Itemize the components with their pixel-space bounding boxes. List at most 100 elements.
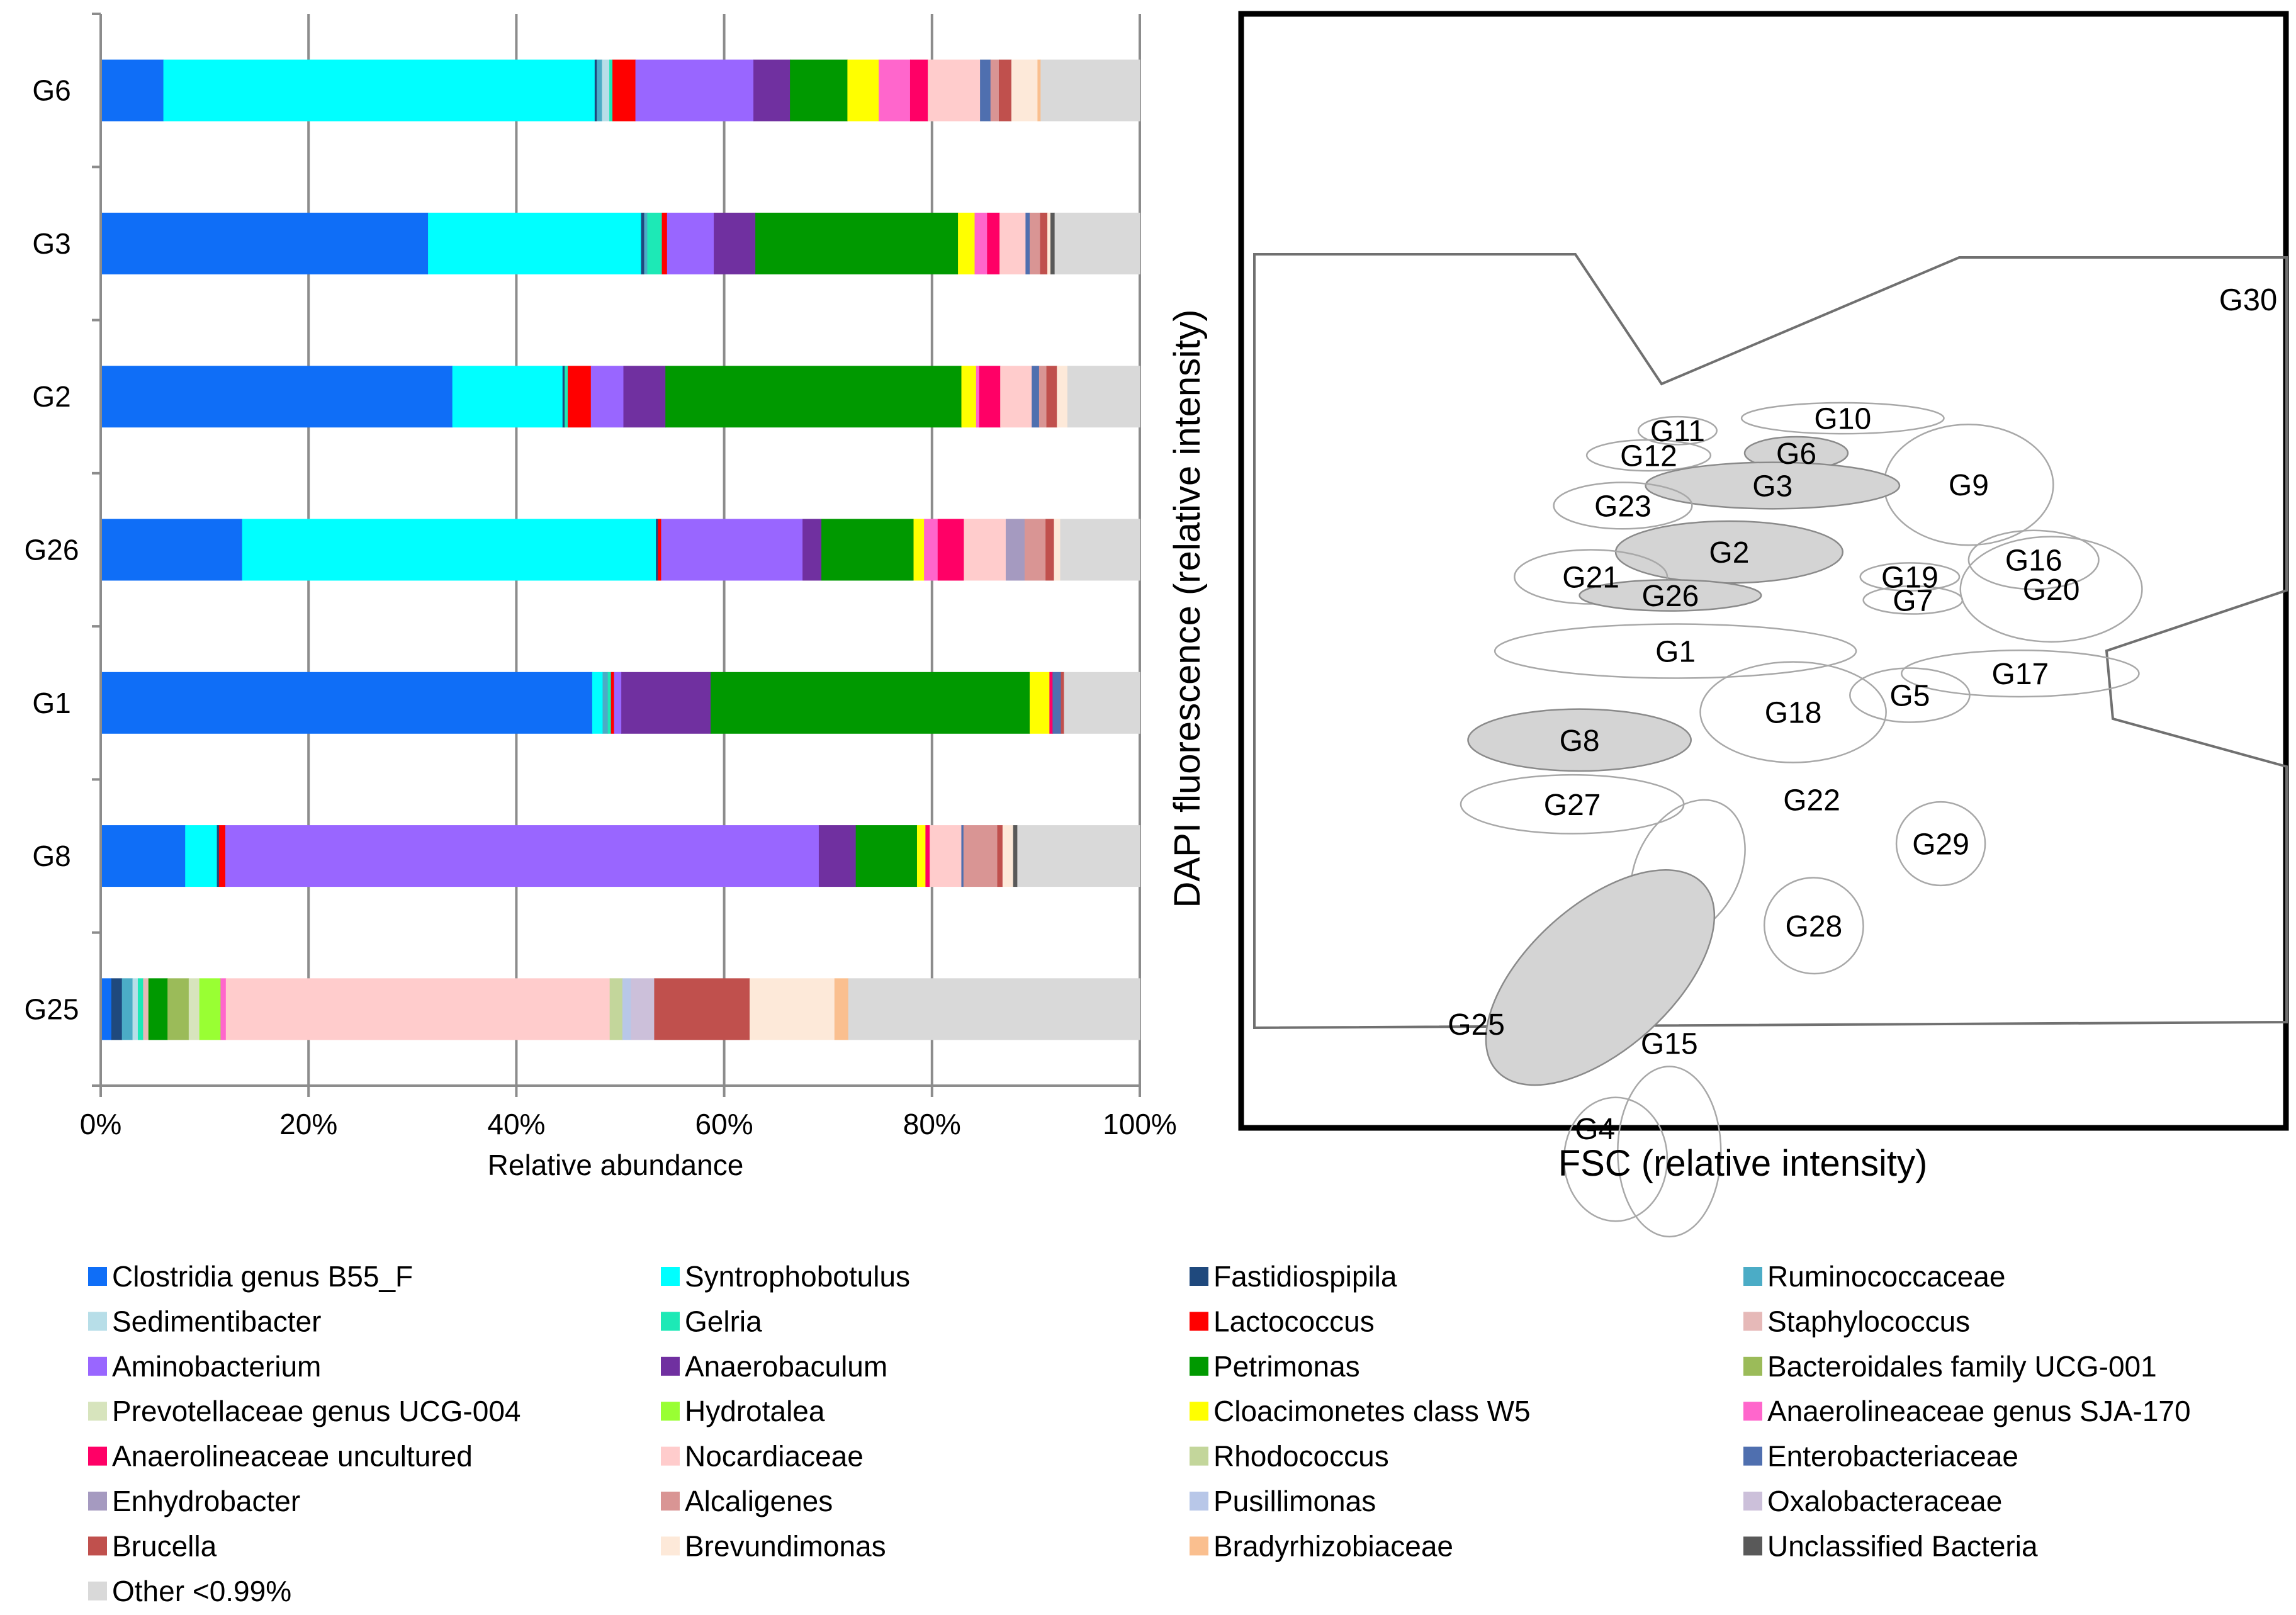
x-tick-label: 40%: [487, 1108, 545, 1140]
legend-item-pusillimonas: Pusillimonas: [1190, 1485, 1376, 1517]
gate-label: G29: [1912, 828, 1969, 861]
gate-ellipse: [1514, 549, 1669, 605]
gate-label: G7: [1893, 584, 1933, 617]
bar-segment-anaerolineaceae-uncultured: [909, 59, 928, 121]
bar-rows: G6 G3 G2 G26 G1 G8 G25: [25, 59, 1140, 1040]
bar-segment-bacteroidales-family-ucg-001: [167, 978, 189, 1040]
legend-swatch: [1743, 1312, 1762, 1331]
bar-segment-anaerobaculum: [818, 825, 857, 887]
gating-x-axis-label: FSC (relative intensity): [1558, 1143, 1928, 1184]
bar-segment-petrimonas: [790, 59, 848, 121]
bar-segment-rhodococcus: [609, 978, 623, 1040]
bar-segment-brucella: [1046, 366, 1057, 428]
gate-g18: [1699, 661, 1887, 763]
gate-ellipse: [1740, 402, 1945, 435]
legend-item-staphylococcus: Staphylococcus: [1743, 1305, 1970, 1337]
gate-label: G22: [1783, 784, 1840, 817]
bar-axes: 0% 20% 40% 60% 80% 100%: [80, 13, 1177, 1140]
legend-item-syntrophobotulus: Syntrophobotulus: [661, 1260, 910, 1293]
gate-label: G16: [2005, 544, 2062, 577]
gate-label: G21: [1562, 561, 1619, 594]
legend-label: Clostridia genus B55_F: [112, 1260, 413, 1293]
bar-segment-cloacimonetes-class-w5: [847, 59, 879, 121]
legend-label: Alcaligenes: [685, 1485, 833, 1517]
legend-item-clostridia-genus-b55-f: Clostridia genus B55_F: [88, 1260, 413, 1293]
legend-item-fastidiospipila: Fastidiospipila: [1190, 1260, 1397, 1293]
legend-label: Pusillimonas: [1213, 1485, 1376, 1517]
legend-item-bacteroidales-family-ucg-001: Bacteroidales family UCG-001: [1743, 1350, 2157, 1383]
gate-g20: [1959, 536, 2143, 643]
bar-row-g6: G6: [32, 59, 1140, 121]
bar-segment-clostridia-genus-b55-f: [101, 59, 164, 121]
gate-g23: [1553, 481, 1693, 530]
bar-segment-clostridia-genus-b55-f: [101, 366, 453, 428]
bar-segment-cloacimonetes-class-w5: [961, 366, 977, 428]
bar-segment-gelria: [607, 672, 612, 734]
gate-ellipse: [1467, 708, 1692, 772]
bar-segment-petrimonas: [755, 212, 959, 274]
legend-swatch: [1743, 1356, 1762, 1376]
legend-label: Ruminococcaceae: [1767, 1260, 2005, 1293]
category-label: G3: [32, 227, 70, 260]
bar-segment-fastidiospipila: [111, 978, 123, 1040]
gate-label: G27: [1544, 789, 1601, 822]
legend-label: Prevotellaceae genus UCG-004: [112, 1395, 521, 1427]
legend-swatch: [1190, 1356, 1208, 1376]
legend-swatch: [1190, 1446, 1208, 1466]
legend-swatch: [661, 1267, 680, 1286]
bar-segment-syntrophobotulus: [163, 59, 595, 121]
bar-segment-aminobacterium: [614, 672, 622, 734]
bar-segment-prevotellaceae-genus-ucg-004: [188, 978, 200, 1040]
gate-g10: [1740, 402, 1945, 435]
bar-row-g8: G8: [32, 825, 1140, 887]
gate-g19: [1859, 562, 1961, 592]
main-gate-polygon: [1253, 253, 2288, 1030]
gate-ellipse: [1578, 579, 1762, 612]
legend-swatch: [661, 1312, 680, 1331]
bar-segment-anaerolineaceae-uncultured: [1049, 672, 1053, 734]
legend-swatch: [1190, 1312, 1208, 1331]
bar-segment-lactococcus: [658, 519, 662, 581]
legend-label: Unclassified Bacteria: [1767, 1529, 2038, 1562]
bar-segment-fastidiospipila: [656, 519, 659, 581]
bar-segment-enterobacteriaceae: [1032, 366, 1040, 428]
bar-segment-syntrophobotulus: [242, 519, 656, 581]
bar-segment-gelria: [609, 59, 613, 121]
bar-segment-anaerolineaceae-genus-sja-170: [974, 212, 988, 274]
bar-segment-alcaligenes: [963, 825, 998, 887]
legend: Clostridia genus B55_F Syntrophobotulus Fa…: [88, 1260, 2191, 1607]
bar-segment-brucella: [1040, 212, 1048, 274]
gate-g25: [1485, 869, 1716, 1086]
legend-swatch: [88, 1581, 107, 1601]
gate-ellipse: [1901, 649, 2140, 698]
bar-segment-petrimonas: [821, 519, 914, 581]
legend-item-hydrotalea: Hydrotalea: [661, 1395, 825, 1427]
gate-g17: [1901, 649, 2140, 698]
bar-segment-nocardiaceae: [928, 59, 981, 121]
gate-g3: [1645, 461, 1901, 510]
bar-segment-brucella: [997, 825, 1003, 887]
legend-label: Fastidiospipila: [1213, 1260, 1397, 1293]
legend-swatch: [1743, 1402, 1762, 1421]
legend-swatch: [1190, 1267, 1208, 1286]
bar-segment-gelria: [137, 978, 144, 1040]
gate-label: G15: [1641, 1028, 1698, 1061]
gate-ellipse: [1494, 623, 1857, 679]
gate-g26: [1578, 579, 1762, 612]
bar-segment-clostridia-genus-b55-f: [101, 825, 186, 887]
legend-swatch: [661, 1536, 680, 1556]
legend-label: Oxalobacteraceae: [1767, 1485, 2002, 1517]
bar-segment-anaerolineaceae-uncultured: [979, 366, 1001, 428]
bar-segment-sedimentibacter: [132, 978, 138, 1040]
bar-segment-brucella: [654, 978, 750, 1040]
legend-label: Petrimonas: [1213, 1350, 1360, 1383]
bar-segment-other-0-99: [1067, 366, 1140, 428]
gate-g12: [1585, 439, 1712, 472]
gate-label: G2: [1709, 536, 1749, 570]
legend-label: Rhodococcus: [1213, 1440, 1389, 1473]
gate-ellipse: [1967, 529, 2100, 590]
bar-row-g26: G26: [25, 519, 1140, 581]
gate-label: G12: [1620, 440, 1677, 473]
gate-label: G4: [1575, 1113, 1615, 1146]
stacked-bar-chart: G6 G3 G2 G26 G1 G8 G25 0% 20% 40% 60% 80% 100% Rela…: [25, 13, 1177, 1181]
